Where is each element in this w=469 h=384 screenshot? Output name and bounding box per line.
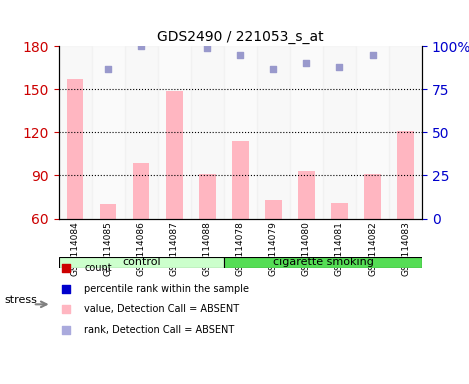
Title: GDS2490 / 221053_s_at: GDS2490 / 221053_s_at xyxy=(157,30,324,44)
Text: GSM114081: GSM114081 xyxy=(335,221,344,276)
Point xyxy=(336,64,343,70)
Point xyxy=(71,29,79,35)
Point xyxy=(303,6,310,12)
Bar xyxy=(356,46,389,218)
Text: GSM114078: GSM114078 xyxy=(236,221,245,276)
Text: GSM114080: GSM114080 xyxy=(302,221,311,276)
Bar xyxy=(158,46,191,218)
Point xyxy=(237,51,244,58)
Bar xyxy=(100,204,116,218)
Bar xyxy=(191,46,224,218)
Text: percentile rank within the sample: percentile rank within the sample xyxy=(84,283,249,293)
Bar xyxy=(298,171,315,218)
Point xyxy=(270,65,277,71)
Bar xyxy=(389,46,422,218)
Bar xyxy=(397,131,414,218)
Bar xyxy=(91,46,125,218)
Text: count: count xyxy=(84,263,112,273)
Bar xyxy=(67,79,83,218)
Bar xyxy=(199,174,216,218)
Point xyxy=(369,51,376,58)
Bar xyxy=(59,46,91,218)
Bar xyxy=(232,141,249,218)
Text: GSM114082: GSM114082 xyxy=(368,221,377,276)
Point xyxy=(303,60,310,66)
Point xyxy=(171,28,178,34)
Bar xyxy=(125,46,158,218)
Text: GSM114079: GSM114079 xyxy=(269,221,278,276)
Bar xyxy=(323,46,356,218)
Text: GSM114087: GSM114087 xyxy=(170,221,179,276)
Text: GSM114088: GSM114088 xyxy=(203,221,212,276)
Point xyxy=(402,19,409,25)
Bar xyxy=(257,46,290,218)
Bar xyxy=(265,200,282,218)
Text: GSM114084: GSM114084 xyxy=(71,221,80,276)
Bar xyxy=(364,174,381,218)
Bar xyxy=(224,46,257,218)
Point xyxy=(105,65,112,71)
Bar xyxy=(331,203,348,218)
Point xyxy=(204,45,211,51)
Text: rank, Detection Call = ABSENT: rank, Detection Call = ABSENT xyxy=(84,325,234,335)
Bar xyxy=(290,46,323,218)
Text: value, Detection Call = ABSENT: value, Detection Call = ABSENT xyxy=(84,304,239,314)
Point xyxy=(137,43,145,49)
Text: GSM114083: GSM114083 xyxy=(401,221,410,276)
Text: GSM114086: GSM114086 xyxy=(137,221,146,276)
Text: stress: stress xyxy=(5,295,38,305)
Text: GSM114085: GSM114085 xyxy=(104,221,113,276)
Bar xyxy=(166,91,182,218)
Point xyxy=(303,194,310,200)
Bar xyxy=(133,162,150,218)
